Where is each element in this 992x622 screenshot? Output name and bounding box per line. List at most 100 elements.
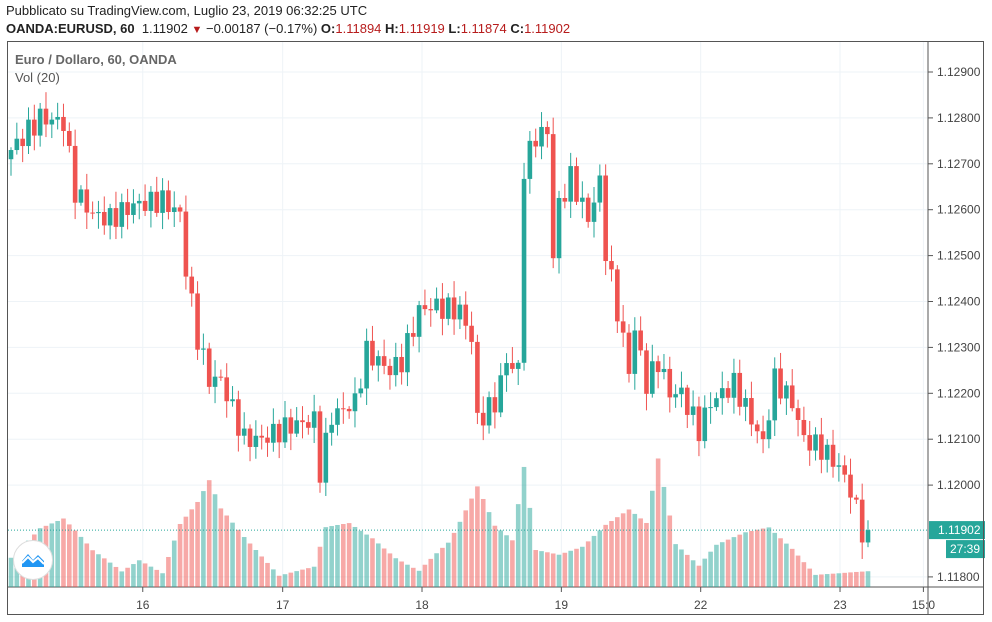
candle-body	[766, 420, 772, 440]
candle-body	[177, 207, 183, 212]
candle-body	[20, 138, 25, 147]
down-triangle-icon: ▼	[191, 24, 203, 36]
volume-bar	[603, 524, 608, 587]
volume-bar	[271, 569, 276, 587]
volume-bar	[142, 563, 148, 587]
volume-bar	[708, 551, 713, 587]
volume-bar	[469, 498, 474, 587]
volume-bar	[795, 555, 801, 587]
candle-body	[550, 134, 556, 259]
volume-bar	[341, 524, 346, 587]
y-tick-label: 1.12700	[937, 157, 981, 171]
volume-bar	[638, 518, 643, 587]
candle-body	[253, 435, 259, 447]
volume-bar	[679, 549, 684, 587]
candle-body	[335, 408, 340, 425]
x-tick-label: 23	[833, 598, 847, 612]
open-value: 1.11894	[335, 21, 382, 36]
volume-bar	[801, 562, 807, 587]
candle-body	[43, 108, 49, 125]
volume-bar	[609, 521, 614, 587]
volume-bar	[859, 571, 865, 587]
y-tick-label: 1.12600	[937, 203, 981, 217]
volume-bar	[370, 538, 375, 587]
high-value: 1.11919	[398, 21, 445, 36]
candle-body	[90, 212, 95, 214]
candle-body	[26, 119, 31, 147]
low-value: 1.11874	[460, 21, 507, 36]
volume-bar	[136, 560, 142, 587]
volume-bar	[381, 548, 387, 587]
low-label: L:	[448, 21, 461, 36]
candle-body	[510, 363, 515, 369]
volume-bar	[230, 522, 235, 587]
candle-body	[67, 130, 72, 146]
candle-body	[475, 341, 480, 413]
volume-bar	[364, 534, 369, 587]
volume-bar	[177, 523, 183, 587]
candle-body	[754, 424, 760, 432]
volume-bar	[824, 574, 830, 587]
volume-bar	[772, 532, 778, 587]
candle-body	[684, 387, 690, 415]
chart-legend: Euro / Dollaro, 60, OANDA Vol (20)	[15, 52, 177, 88]
volume-bar	[212, 494, 218, 587]
candle-body	[78, 189, 84, 203]
volume-bar	[335, 524, 340, 587]
candle-body	[749, 398, 754, 425]
candle-body	[119, 202, 125, 227]
volume-bar	[580, 546, 585, 587]
candle-body	[731, 372, 737, 398]
candle-body	[714, 398, 719, 408]
volume-bar	[131, 564, 136, 587]
candle-body	[848, 474, 853, 498]
y-tick-label: 1.12500	[937, 249, 981, 263]
volume-bar	[766, 527, 772, 587]
candle-body	[101, 211, 107, 226]
volume-bar	[457, 521, 463, 587]
candle-body	[160, 190, 165, 213]
x-tick-label: 19	[555, 598, 569, 612]
candle-body	[166, 190, 171, 212]
volume-bar	[107, 562, 113, 587]
candle-body	[201, 348, 206, 350]
tradingview-logo-icon[interactable]	[13, 540, 53, 580]
volume-bar	[410, 567, 416, 587]
candle-body	[224, 377, 230, 402]
volume-bar	[416, 570, 422, 587]
volume-bar	[597, 530, 603, 587]
candle-body	[393, 356, 399, 376]
volume-bar	[422, 564, 428, 587]
volume-bar	[189, 509, 195, 587]
candle-body	[469, 325, 474, 342]
candle-body	[463, 304, 469, 326]
volume-bar	[498, 530, 504, 587]
volume-bar	[789, 548, 795, 587]
candle-body	[597, 175, 603, 203]
candle-body	[306, 422, 311, 428]
volume-bar	[784, 543, 789, 587]
candle-body	[819, 434, 824, 460]
volume-bar	[201, 491, 206, 587]
volume-bar	[451, 532, 457, 587]
volume-bar	[650, 490, 655, 587]
candle-body	[813, 434, 818, 451]
volume-bar	[854, 571, 859, 587]
series-title: Euro / Dollaro, 60, OANDA	[15, 52, 177, 67]
volume-bar	[696, 565, 702, 587]
volume-bar	[387, 553, 393, 587]
volume-bar	[346, 523, 352, 587]
candle-body	[37, 108, 43, 136]
volume-bar	[568, 550, 573, 587]
candle-body	[300, 420, 305, 423]
volume-bar	[737, 534, 743, 587]
candle-body	[801, 419, 807, 436]
volume-bar	[405, 564, 410, 587]
volume-bar	[265, 562, 270, 587]
candle-body	[556, 197, 562, 259]
candle-body	[615, 269, 620, 322]
candle-body	[375, 356, 381, 366]
candle-body	[784, 385, 789, 399]
candle-body	[562, 197, 568, 202]
